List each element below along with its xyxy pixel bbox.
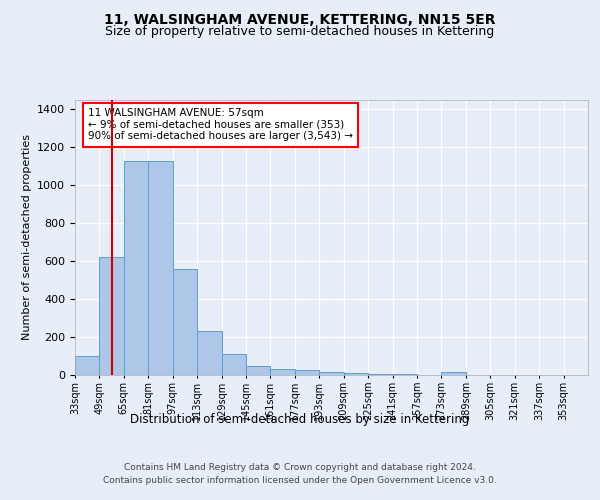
Bar (392, 374, 417, 375)
Bar (368, 374, 392, 375)
Text: Contains HM Land Registry data © Crown copyright and database right 2024.: Contains HM Land Registry data © Crown c… (124, 462, 476, 471)
Text: 11 WALSINGHAM AVENUE: 57sqm
← 9% of semi-detached houses are smaller (353)
90% o: 11 WALSINGHAM AVENUE: 57sqm ← 9% of semi… (88, 108, 353, 142)
Bar (148, 160, 173, 375)
Bar (173, 269, 197, 375)
Bar (197, 332, 221, 375)
Bar (246, 366, 271, 375)
Bar (319, 372, 344, 375)
Text: Size of property relative to semi-detached houses in Kettering: Size of property relative to semi-detach… (106, 25, 494, 38)
Bar (295, 370, 319, 375)
Bar (75, 356, 100, 375)
Bar (124, 160, 148, 375)
Bar (344, 373, 368, 375)
Bar (221, 354, 246, 375)
Bar (100, 258, 124, 375)
Bar (442, 372, 466, 375)
Text: 11, WALSINGHAM AVENUE, KETTERING, NN15 5ER: 11, WALSINGHAM AVENUE, KETTERING, NN15 5… (104, 12, 496, 26)
Text: Distribution of semi-detached houses by size in Kettering: Distribution of semi-detached houses by … (130, 412, 470, 426)
Bar (271, 370, 295, 375)
Y-axis label: Number of semi-detached properties: Number of semi-detached properties (22, 134, 32, 340)
Text: Contains public sector information licensed under the Open Government Licence v3: Contains public sector information licen… (103, 476, 497, 485)
